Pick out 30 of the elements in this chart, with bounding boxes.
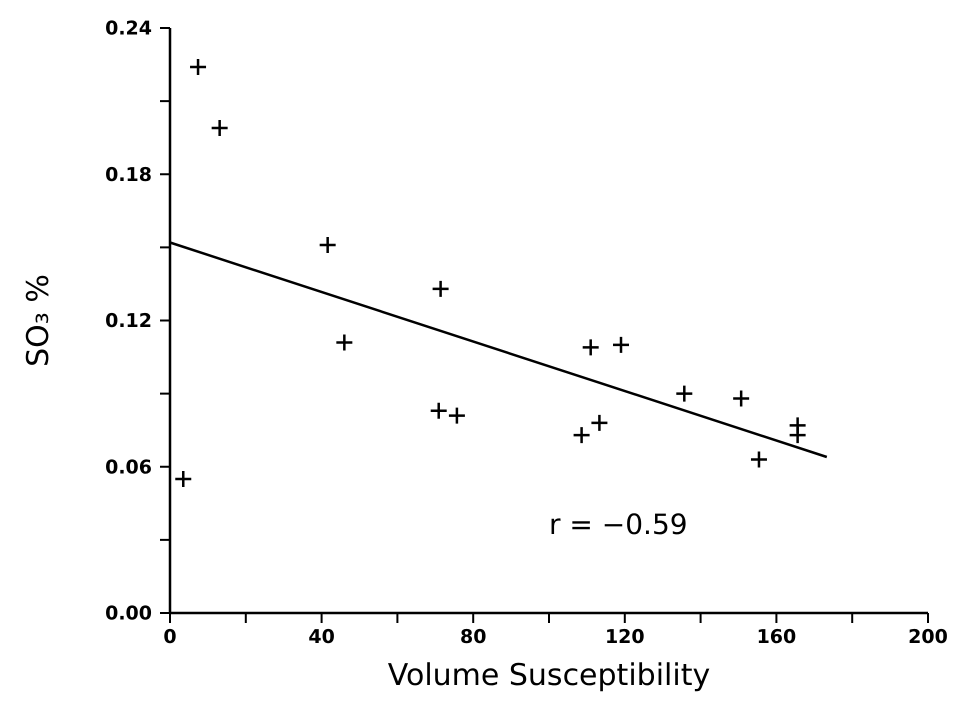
point <box>335 333 354 352</box>
x-tick-label: 80 <box>460 626 486 648</box>
y-axis-title: SO₃ % <box>21 274 56 367</box>
point <box>318 236 337 254</box>
x-tick-label: 0 <box>163 626 177 648</box>
x-tick-label: 40 <box>308 626 335 648</box>
y-tick-label: 0.12 <box>105 310 152 332</box>
x-axis-title: Volume Susceptibility <box>388 658 710 693</box>
x-tick-label: 120 <box>604 626 645 648</box>
point <box>750 450 768 469</box>
point <box>188 58 208 76</box>
point <box>174 470 193 488</box>
y-tick-label: 0.06 <box>105 456 152 478</box>
point <box>210 118 229 138</box>
y-tick-label: 0.18 <box>105 164 152 186</box>
point <box>732 389 750 408</box>
point <box>612 336 630 354</box>
point <box>448 406 466 425</box>
point <box>788 426 807 444</box>
y-tick-label: 0.24 <box>105 18 152 40</box>
y-tick-label: 0.00 <box>105 602 152 625</box>
point <box>675 384 694 403</box>
x-tick-label: 160 <box>756 626 796 648</box>
x-tick-label: 200 <box>908 626 948 648</box>
point <box>581 338 600 357</box>
point <box>429 401 448 420</box>
point <box>431 280 450 298</box>
point <box>590 414 609 432</box>
point <box>572 426 591 444</box>
annotation: r = −0.59 <box>549 508 688 542</box>
